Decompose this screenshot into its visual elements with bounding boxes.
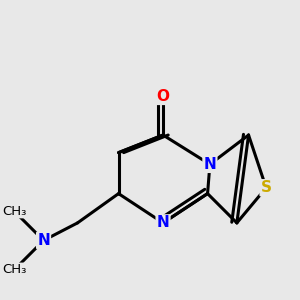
Text: O: O xyxy=(157,89,169,104)
Text: N: N xyxy=(37,233,50,248)
Text: S: S xyxy=(261,180,272,195)
Text: CH₃: CH₃ xyxy=(2,263,26,276)
Text: CH₃: CH₃ xyxy=(2,205,26,218)
Text: N: N xyxy=(203,157,216,172)
Text: N: N xyxy=(157,215,169,230)
